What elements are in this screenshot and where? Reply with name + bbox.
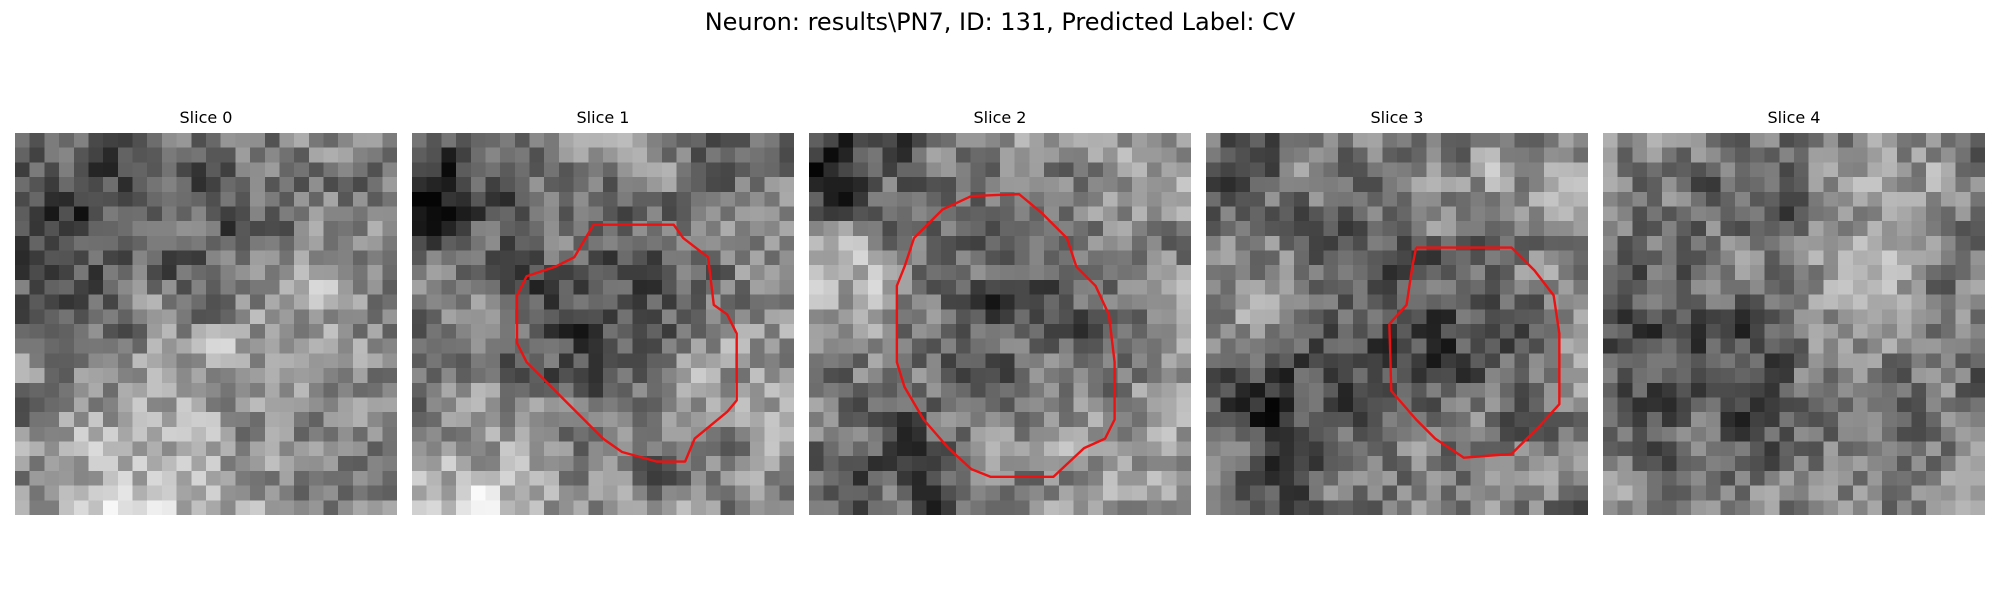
slice-image [1206,133,1588,515]
slice-title: Slice 1 [576,108,630,127]
slice-image [15,133,397,515]
slice-panel-0: Slice 0 [15,107,397,515]
slice-title: Slice 4 [1767,108,1821,127]
slice-panel-4: Slice 4 [1603,107,1985,515]
slice-panel-2: Slice 2 [809,107,1191,515]
slice-panel-1: Slice 1 [412,107,794,515]
slice-title: Slice 0 [179,108,233,127]
slice-image [809,133,1191,515]
slice-title: Slice 3 [1370,108,1424,127]
slice-image [1603,133,1985,515]
slice-image [412,133,794,515]
figure-title: Neuron: results\PN7, ID: 131, Predicted … [704,8,1296,36]
slice-title: Slice 2 [973,108,1027,127]
slice-panel-3: Slice 3 [1206,107,1588,515]
